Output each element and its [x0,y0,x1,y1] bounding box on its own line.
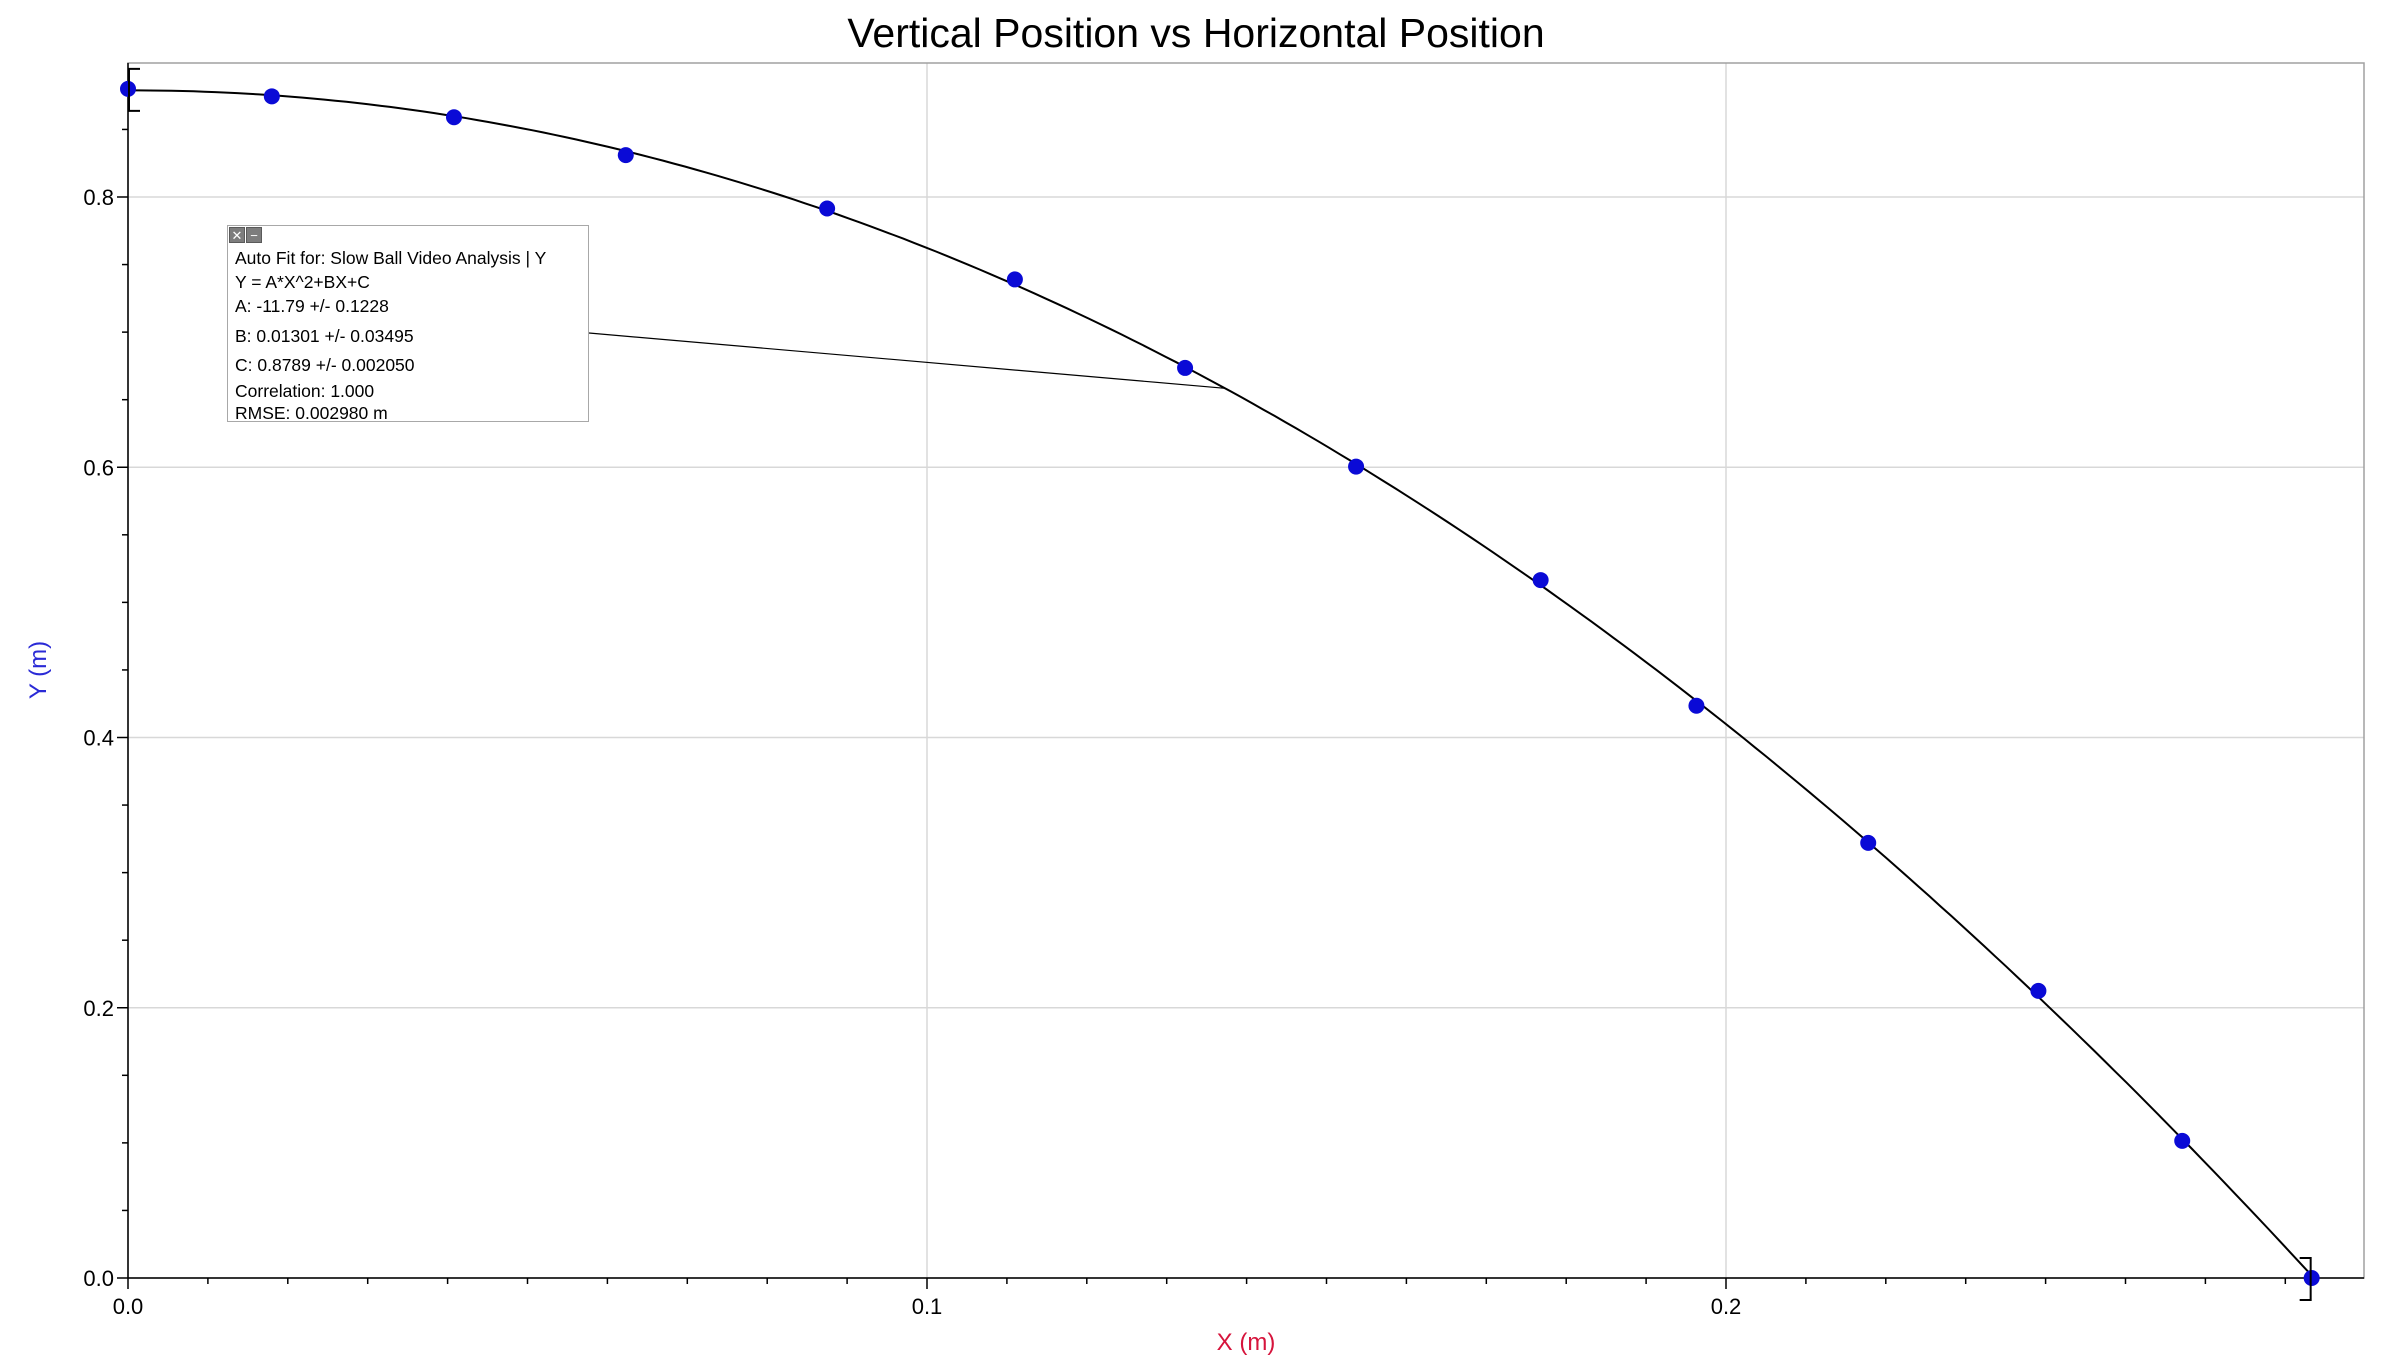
minimize-icon: − [250,227,258,243]
fit-box-title: Auto Fit for: Slow Ball Video Analysis |… [235,248,547,268]
data-point [1688,697,1705,714]
data-point [819,200,836,217]
fit-correlation: Correlation: 1.000 [235,381,375,401]
x-tick-label: 0.2 [1711,1294,1742,1319]
close-icon: ✕ [231,227,243,243]
data-points [120,80,2320,1286]
close-fit-box-button[interactable]: ✕ [229,227,245,243]
range-end-bracket [2299,1257,2312,1301]
grid [128,63,2364,1278]
fit-param-c: C: 0.8789 +/- 0.002050 [235,355,415,375]
y-tick-label: 0.0 [83,1266,114,1291]
fit-curve [128,89,2313,1277]
y-tick-label: 0.4 [83,726,114,751]
data-point [1860,834,1877,851]
data-point [1348,458,1365,475]
minimize-fit-box-button[interactable]: − [246,227,262,243]
curve-fit-info-box[interactable]: ✕ − Auto Fit for: Slow Ball Video Analys… [227,225,589,422]
y-tick-label: 0.2 [83,996,114,1021]
fit-rmse: RMSE: 0.002980 m [235,403,388,423]
data-point [1532,572,1549,589]
data-point [1006,271,1023,288]
data-point [445,109,462,126]
x-tick-label: 0.1 [912,1294,943,1319]
fit-curve-line [128,89,2313,1277]
data-point [2030,982,2047,999]
data-point [617,147,634,164]
range-start-bracket [128,67,140,112]
x-tick-label: 0.0 [113,1294,144,1319]
y-tick-label: 0.6 [83,455,114,480]
data-point [1177,359,1194,376]
fit-param-b: B: 0.01301 +/- 0.03495 [235,326,414,346]
x-axis-label: X (m) [1217,1329,1276,1356]
ticks: 0.0 0.1 0.2 0.0 0.2 0.4 0.6 0.8 [83,128,2287,1319]
data-point [263,88,280,105]
fit-range-brackets[interactable] [128,67,2312,1301]
y-tick-label: 0.8 [83,185,114,210]
leader-line [588,332,1226,389]
fit-leader-line [588,332,1226,389]
data-point [2174,1132,2191,1149]
chart-title: Vertical Position vs Horizontal Position [847,10,1544,56]
y-axis-label: Y (m) [25,641,52,699]
fit-equation: Y = A*X^2+BX+C [235,272,370,292]
fit-param-a: A: -11.79 +/- 0.1228 [235,296,389,316]
